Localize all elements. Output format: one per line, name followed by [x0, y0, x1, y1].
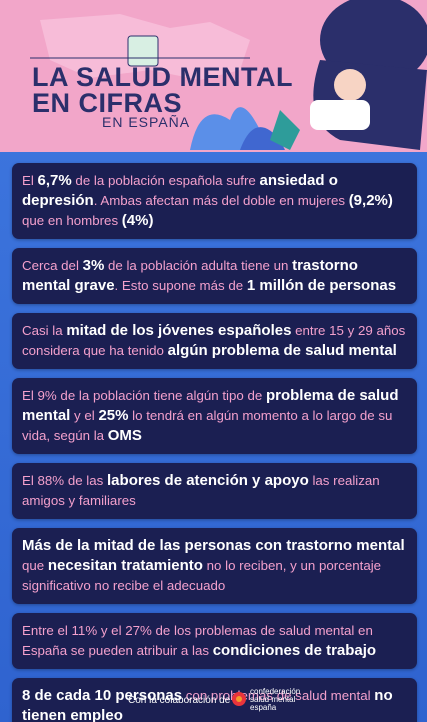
body-text: con problemas de salud mental	[182, 688, 375, 703]
body-text: las realizan amigos y familiares	[22, 473, 380, 508]
body-text: y el	[70, 408, 99, 423]
body-text: . Esto supone más de	[114, 278, 247, 293]
highlight-text: labores de atención y apoyo	[107, 472, 309, 489]
highlight-text: problema de salud mental	[22, 387, 399, 424]
logo-text: salud mental	[250, 695, 296, 704]
highlight-text: 8 de cada 10 personas	[22, 687, 183, 704]
body-text: Cerca del	[22, 258, 83, 273]
highlight-text: Más de la mitad de las personas con tras…	[22, 537, 405, 554]
stat-card: El 6,7% de la población española sufre a…	[12, 163, 417, 239]
body-text: El 9% de la población tiene algún tipo d…	[22, 388, 266, 403]
title-line: EN CIFRAS	[32, 88, 183, 118]
body-text: no lo reciben, y un porcentaje significa…	[22, 558, 382, 593]
highlight-text: (4%)	[121, 212, 154, 229]
title-line: LA SALUD MENTAL	[32, 62, 293, 92]
header-illustration	[30, 0, 427, 150]
header: LA SALUD MENTAL EN CIFRAS EN ESPAÑA	[0, 0, 427, 152]
logo: confederación salud mental españa	[250, 688, 300, 712]
highlight-text: necesitan tratamiento	[47, 557, 203, 574]
credit: Con la colaboración de	[128, 695, 231, 706]
logo-text: confederación	[250, 687, 301, 696]
highlight-text: 6,7%	[37, 172, 72, 189]
stat-card: Cerca del 3% de la población adulta tien…	[12, 248, 417, 304]
highlight-text: algún problema de salud mental	[167, 342, 397, 359]
stat-card: Más de la mitad de las personas con tras…	[12, 528, 417, 604]
highlight-text: 25%	[98, 407, 129, 424]
highlight-text: condiciones de trabajo	[212, 642, 377, 659]
body-text: Entre el 11% y el 27% de los problemas d…	[22, 623, 373, 658]
logo-text: españa	[250, 703, 277, 712]
highlight-text: OMS	[107, 427, 142, 444]
body-text: que	[22, 558, 48, 573]
body-text: entre 15 y 29 años considera que ha teni…	[22, 323, 406, 358]
body-text: lo tendrá en algún momento a lo largo de…	[22, 408, 393, 443]
highlight-text: 1 millón de personas	[246, 277, 397, 294]
highlight-text: no tienen empleo	[22, 687, 393, 722]
subtitle: EN ESPAÑA	[102, 114, 191, 130]
stat-card: 8 de cada 10 personas con problemas de s…	[12, 678, 417, 722]
card-list: El 6,7% de la población española sufre a…	[12, 163, 417, 722]
highlight-text: ansiedad o depresión	[22, 172, 338, 209]
body-text: . Ambas afectan más del doble en mujeres	[93, 193, 349, 208]
highlight-text: mitad de los jóvenes españoles	[66, 322, 292, 339]
stat-card: El 9% de la población tiene algún tipo d…	[12, 378, 417, 454]
body-text: Casi la	[22, 323, 67, 338]
body-text: El 88% de las	[22, 473, 108, 488]
highlight-text: (9,2%)	[348, 192, 393, 209]
highlight-text: trastorno mental grave	[22, 257, 358, 294]
body-text: de la población española sufre	[71, 173, 260, 188]
body-text: El	[22, 173, 38, 188]
stat-card: El 88% de las labores de atención y apoy…	[12, 463, 417, 519]
highlight-text: 3%	[82, 257, 105, 274]
footer: Con la colaboración de confederación salu…	[0, 685, 427, 715]
stat-card: Entre el 11% y el 27% de los problemas d…	[12, 613, 417, 669]
logo-mark	[232, 692, 246, 706]
stat-card: Casi la mitad de los jóvenes españoles e…	[12, 313, 417, 369]
body-text: de la población adulta tiene un	[104, 258, 293, 273]
body-text: que en hombres	[22, 213, 122, 228]
